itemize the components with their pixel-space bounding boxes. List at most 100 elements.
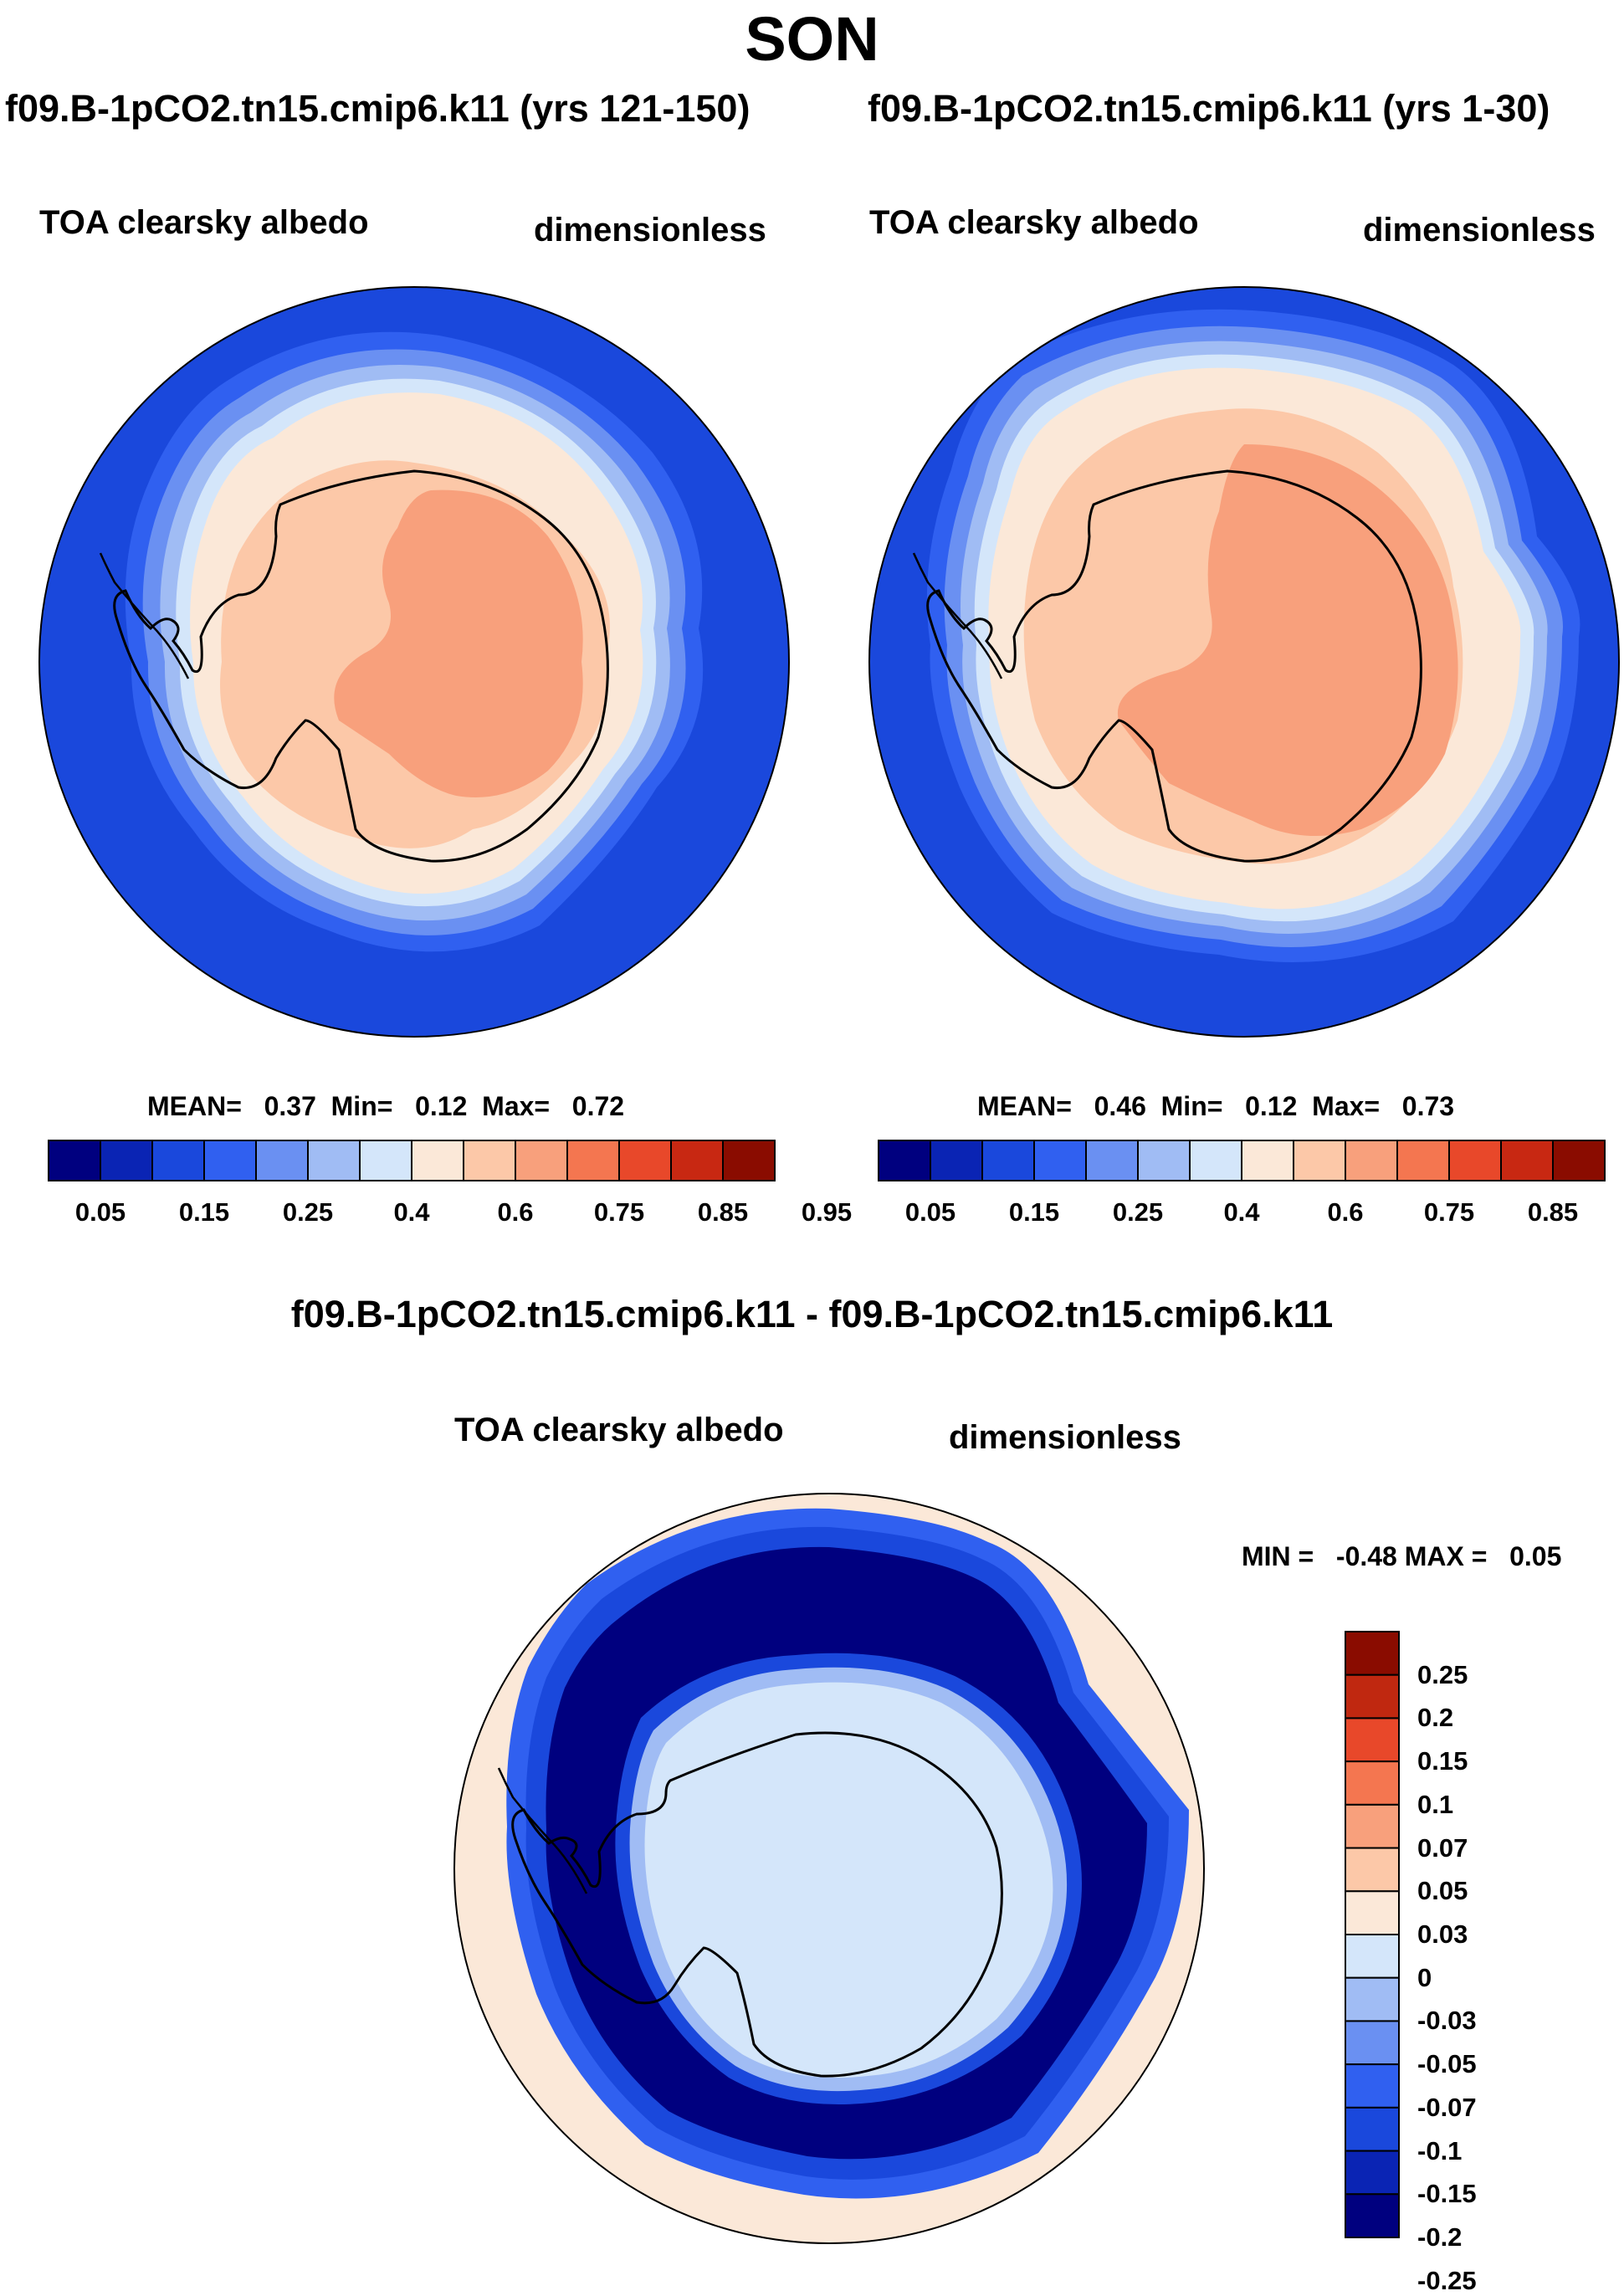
diff-max-value: 0.05	[1509, 1541, 1562, 1571]
diff-colorbar-swatch	[1345, 1760, 1400, 1806]
panel2-colorbar-swatch	[1137, 1140, 1191, 1181]
diff-map	[453, 1493, 1205, 2244]
panel1-colorbar-swatch	[255, 1140, 309, 1181]
panel1-colorbar-tick-label: 0.85	[697, 1197, 749, 1227]
panel2-colorbar-tick-label: 0.4	[1223, 1197, 1260, 1227]
panel1-colorbar-tick-label: 0.4	[393, 1197, 430, 1227]
diff-colorbar-swatch	[1345, 2063, 1400, 2109]
panel2-colorbar-tick-label: 0.15	[1008, 1197, 1060, 1227]
diff-colorbar-tick-label: 0.07	[1417, 1832, 1468, 1863]
panel2-colorbar-tick-label: 0.85	[1527, 1197, 1579, 1227]
panel2-core-orange	[1117, 444, 1458, 836]
panel1-colorbar-swatch	[670, 1140, 724, 1181]
panel1-min-label: Min=	[330, 1091, 393, 1121]
panel2-colorbar	[878, 1140, 1606, 1181]
panel1-stats: MEAN= 0.37 Min= 0.12 Max= 0.72	[147, 1091, 624, 1122]
panel1-colorbar-tick-label: 0.95	[801, 1197, 853, 1227]
diff-colorbar-tick-label: 0.2	[1417, 1703, 1454, 1733]
panel1-colorbar-swatch	[618, 1140, 672, 1181]
diff-map-border	[453, 1493, 1205, 2244]
diff-coastline	[511, 1731, 1003, 2078]
panel1-max-label: Max=	[482, 1091, 551, 1121]
diff-colorbar-swatch	[1345, 2020, 1400, 2066]
panel2-colorbar-swatch	[1033, 1140, 1087, 1181]
panel2-colorbar-swatch	[981, 1140, 1035, 1181]
panel2-colorbar-swatch	[1241, 1140, 1294, 1181]
panel1-colorbar-swatch	[100, 1140, 153, 1181]
panel1-colorbar-swatch	[48, 1140, 101, 1181]
diff-colorbar-swatch	[1345, 1890, 1400, 1935]
diff-colorbar-swatch	[1345, 2193, 1400, 2238]
diff-colorbar-swatch	[1345, 1847, 1400, 1893]
panel1-colorbar-swatch	[151, 1140, 205, 1181]
panel2-stats: MEAN= 0.46 Min= 0.12 Max= 0.73	[977, 1091, 1454, 1122]
diff-min-label: MIN =	[1242, 1541, 1314, 1571]
panel1-map-border	[38, 286, 790, 1038]
panel1-colorbar-tick-label: 0.05	[74, 1197, 126, 1227]
panel1-coastline	[113, 469, 609, 863]
panel2-map-border	[868, 286, 1620, 1038]
diff-colorbar-tick-label: -0.05	[1417, 2049, 1477, 2079]
panel2-min-value: 0.12	[1245, 1091, 1298, 1121]
diff-max-label: MAX =	[1404, 1541, 1488, 1571]
diff-colorbar-tick-label: 0.1	[1417, 1789, 1454, 1819]
panel1-colorbar-tick-label: 0.25	[282, 1197, 334, 1227]
diff-colorbar-swatch	[1345, 1976, 1400, 2022]
panel1-colorbar	[48, 1140, 776, 1181]
panel2-peninsula	[912, 552, 1003, 679]
main-title: SON	[745, 4, 879, 74]
panel2-colorbar-tick-label: 0.75	[1423, 1197, 1475, 1227]
panel1-run-title: f09.B-1pCO2.tn15.cmip6.k11 (yrs 121-150)	[5, 87, 751, 130]
diff-title: f09.B-1pCO2.tn15.cmip6.k11 - f09.B-1pCO2…	[290, 1293, 1334, 1335]
panel2-colorbar-swatch	[1085, 1140, 1139, 1181]
diff-colorbar-swatch	[1345, 1717, 1400, 1763]
panel2-variable: TOA clearsky albedo	[869, 204, 1199, 241]
diff-colorbar-tick-label: 0.05	[1417, 1876, 1468, 1906]
panel2-colorbar-swatch	[1189, 1140, 1242, 1181]
diff-colorbar-swatch	[1345, 2150, 1400, 2196]
diff-colorbar-tick-label: -0.07	[1417, 2092, 1477, 2122]
panel1-peninsula	[99, 552, 190, 679]
panel2-colorbar-swatch	[1500, 1140, 1554, 1181]
diff-variable: TOA clearsky albedo	[454, 1412, 784, 1448]
panel1-map	[38, 286, 790, 1038]
panel1-colorbar-tick-label: 0.6	[497, 1197, 534, 1227]
diff-colorbar-swatch	[1345, 2106, 1400, 2152]
panel2-mean-label: MEAN=	[977, 1091, 1072, 1121]
diff-colorbar-tick-label: -0.1	[1417, 2135, 1463, 2165]
panel2-mean-value: 0.46	[1094, 1091, 1146, 1121]
panel1-variable: TOA clearsky albedo	[39, 204, 369, 241]
panel1-colorbar-swatch	[515, 1140, 568, 1181]
panel1-colorbar-swatch	[411, 1140, 464, 1181]
panel2-units: dimensionless	[1363, 212, 1596, 249]
panel1-min-value: 0.12	[415, 1091, 468, 1121]
panel1-colorbar-tick-label: 0.75	[593, 1197, 645, 1227]
panel1-units: dimensionless	[534, 212, 766, 249]
panel2-coastline	[926, 469, 1422, 863]
diff-units: dimensionless	[949, 1419, 1181, 1456]
panel2-max-label: Max=	[1312, 1091, 1381, 1121]
diff-min-value: -0.48	[1335, 1541, 1397, 1571]
diff-stats: MIN = -0.48 MAX = 0.05	[1242, 1541, 1561, 1572]
panel1-colorbar-tick-label: 0.15	[178, 1197, 230, 1227]
diff-inner-very-pale-blue	[644, 1682, 1053, 2078]
panel2-colorbar-swatch	[1448, 1140, 1502, 1181]
panel1-colorbar-swatch	[463, 1140, 516, 1181]
panel1-colorbar-swatch	[203, 1140, 257, 1181]
diff-colorbar-tick-label: -0.25	[1417, 2265, 1477, 2295]
diff-colorbar-tick-label: -0.2	[1417, 2222, 1463, 2252]
panel2-colorbar-swatch	[1345, 1140, 1398, 1181]
diff-colorbar-swatch	[1345, 1631, 1400, 1676]
panel1-colorbar-swatch	[359, 1140, 412, 1181]
panel2-min-label: Min=	[1160, 1091, 1223, 1121]
diff-colorbar-swatch	[1345, 1934, 1400, 1979]
panel2-colorbar-swatch	[930, 1140, 983, 1181]
panel2-map	[868, 286, 1620, 1038]
panel1-mean-label: MEAN=	[147, 1091, 242, 1121]
panel1-colorbar-swatch	[722, 1140, 776, 1181]
panel2-run-title: f09.B-1pCO2.tn15.cmip6.k11 (yrs 1-30)	[868, 87, 1550, 130]
panel2-colorbar-tick-label: 0.6	[1327, 1197, 1364, 1227]
panel1-colorbar-swatch	[566, 1140, 620, 1181]
diff-colorbar-swatch	[1345, 1673, 1400, 1719]
diff-colorbar-swatch	[1345, 1803, 1400, 1849]
